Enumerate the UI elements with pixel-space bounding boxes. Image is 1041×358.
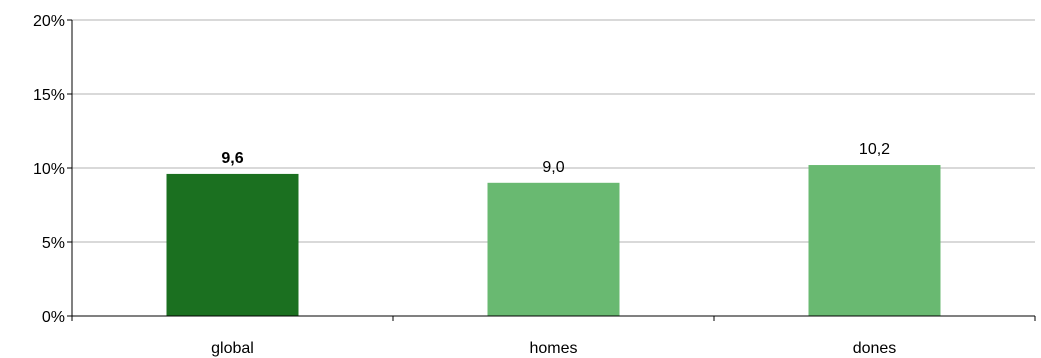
y-tick-label: 5% [42, 235, 65, 252]
y-tick-label: 15% [33, 87, 65, 104]
x-category-label: homes [529, 340, 577, 357]
x-category-label: dones [853, 340, 897, 357]
y-tick-label: 20% [33, 13, 65, 30]
axes [67, 19, 1036, 321]
x-category-label: global [211, 340, 254, 357]
labels: 0% 5% 10% 15% 20% 9,6 global 9,0 homes 10,2 dones [33, 13, 896, 357]
data-label: 9,0 [542, 159, 564, 176]
data-label: 9,6 [221, 150, 243, 167]
bar-homes [487, 182, 620, 316]
bars [166, 165, 941, 316]
data-label: 10,2 [859, 141, 890, 158]
y-tick-label: 0% [42, 309, 65, 326]
y-tick-label: 10% [33, 161, 65, 178]
bar-global [166, 173, 299, 316]
bar-dones [808, 165, 941, 316]
